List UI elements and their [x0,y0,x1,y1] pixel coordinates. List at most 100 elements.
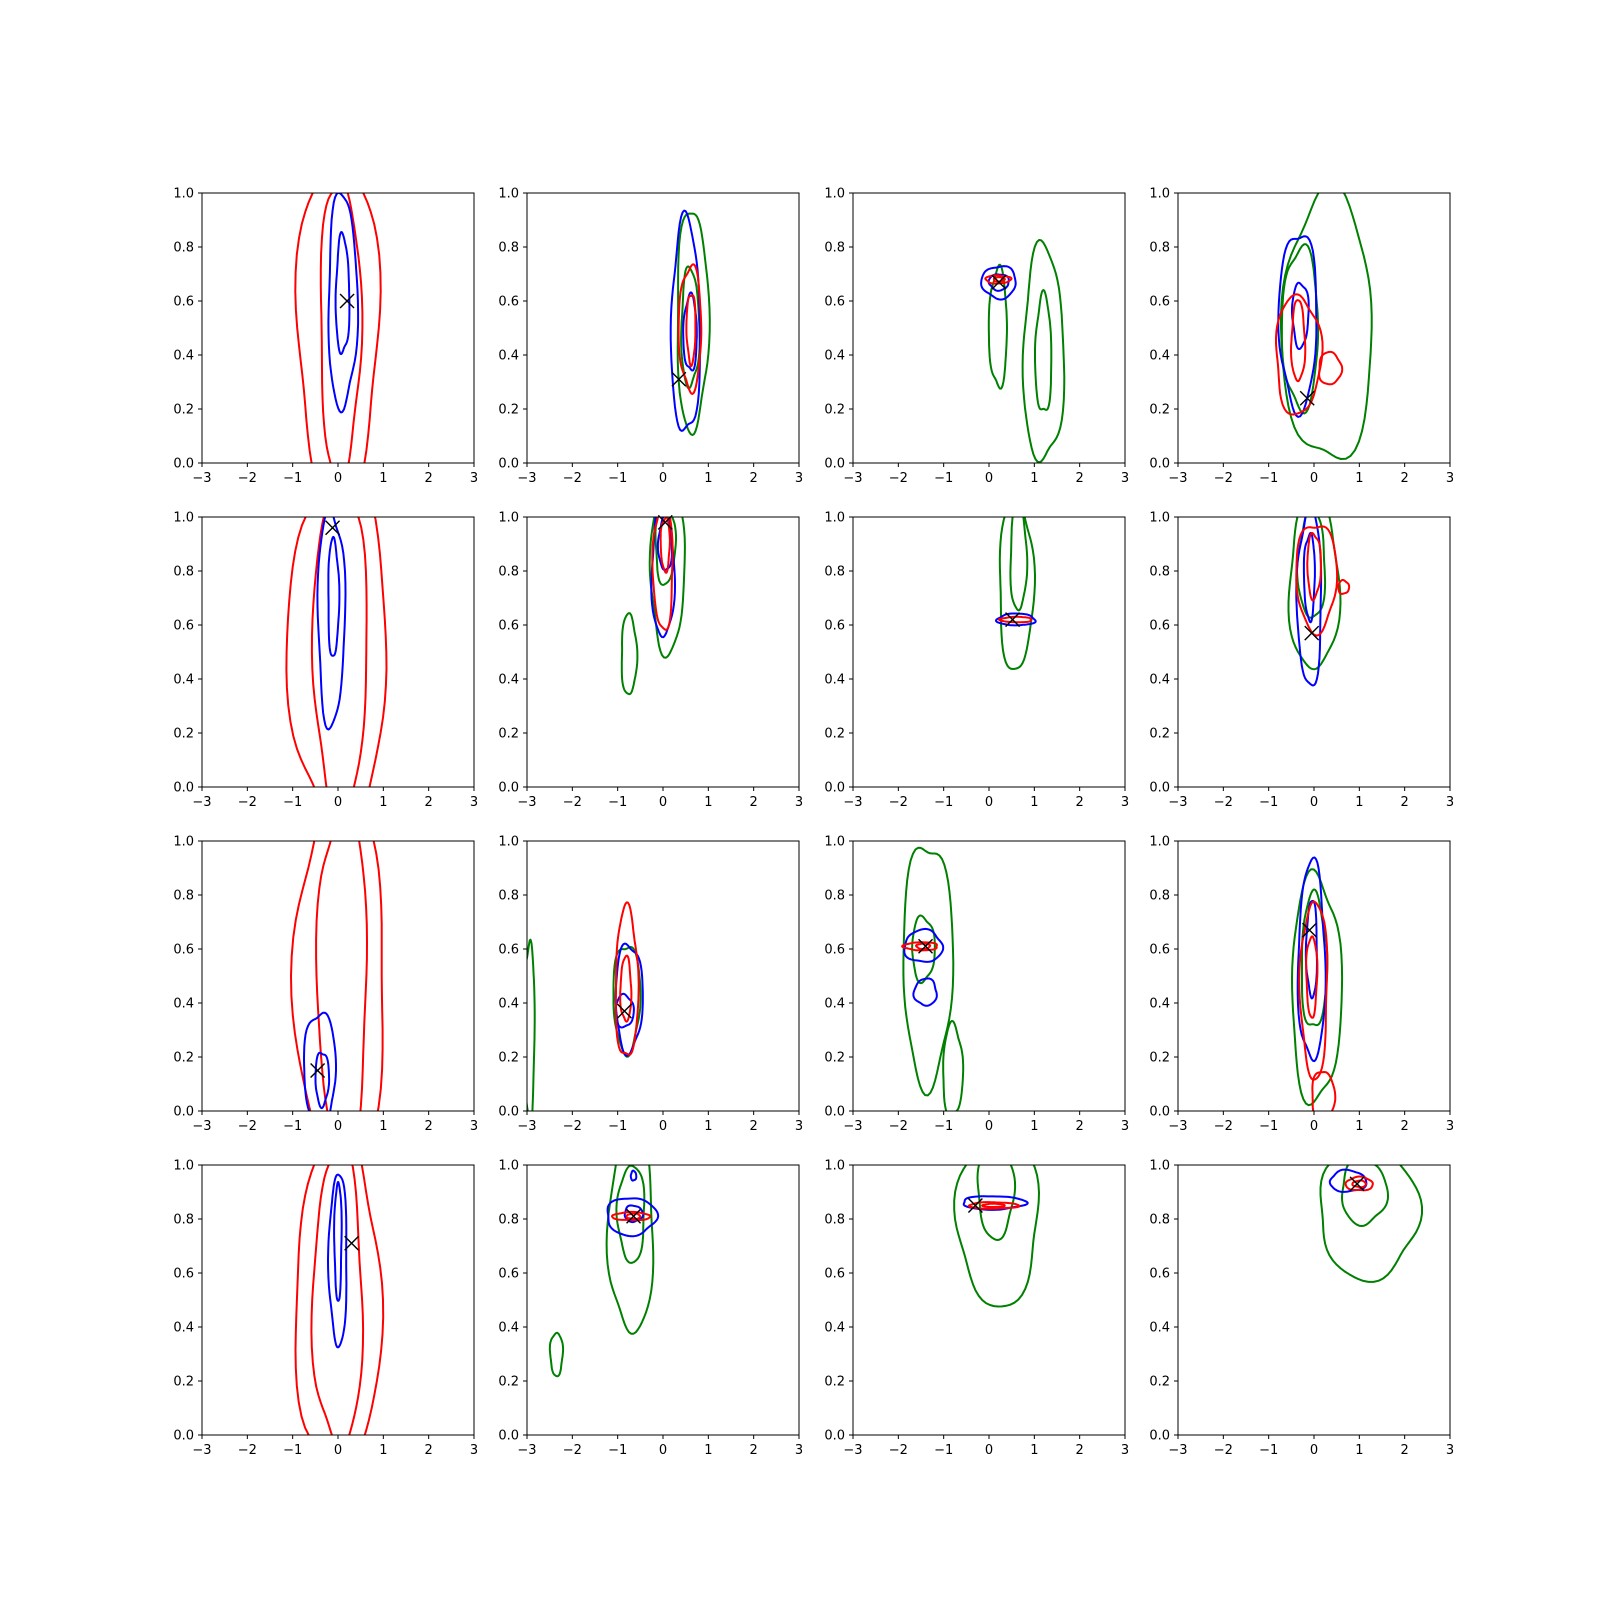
x-tick-label: −3 [192,1119,211,1134]
x-marker-icon [1299,390,1315,406]
x-marker-icon [1005,612,1021,628]
y-tick-label: 0.2 [173,403,194,418]
x-tick-label: −3 [517,1443,536,1458]
x-tick-label: 2 [1076,1119,1084,1134]
contour-line-red [1306,531,1322,602]
subplot-r3-c1: −3 −2 −1 0 1 2 3 0.0 0.2 0.4 0.6 0.8 1.0 [498,1159,803,1459]
contour-line-blue [327,193,360,414]
y-tick-label: 1.0 [498,1159,519,1174]
y-tick-label: 1.0 [824,511,845,526]
x-tick-label: −1 [934,471,953,486]
y-tick-label: 0.8 [1149,241,1170,256]
x-tick-label: −2 [563,471,582,486]
contour-line-blue [327,1173,348,1349]
contour-line-red [915,942,932,950]
contour-line-green [680,265,701,390]
x-tick-label: 3 [470,471,478,486]
contour-line-red [677,263,703,395]
x-tick-label: 1 [1030,471,1038,486]
y-tick-label: 0.2 [1149,1051,1170,1066]
x-marker-icon [339,293,355,309]
y-tick-label: 0.2 [824,403,845,418]
contour-line-blue [606,1197,660,1238]
contour-line-blue [334,231,351,356]
x-tick-label: 1 [379,1119,387,1134]
axes-frame [526,516,800,788]
y-tick-label: 0.4 [498,349,519,364]
contour-line-blue [912,977,938,1007]
contour-line-green [605,1165,655,1335]
y-tick-label: 0.8 [173,889,194,904]
y-tick-label: 0.4 [824,997,845,1012]
x-tick-label: 1 [704,1443,712,1458]
axes-frame [526,192,800,464]
x-tick-label: −3 [192,471,211,486]
contour-group [294,1165,385,1435]
subplot-r1-c1: −3 −2 −1 0 1 2 3 0.0 0.2 0.4 0.6 0.8 1.0 [498,511,803,811]
axes-frame [1177,1164,1451,1436]
x-marker-icon [1301,922,1317,938]
y-tick-label: 0.2 [498,727,519,742]
y-tick-label: 0.2 [173,727,194,742]
contour-line-red [285,517,388,787]
x-tick-label: 1 [1030,1119,1038,1134]
y-tick-label: 0.2 [173,1375,194,1390]
contour-group [669,209,711,436]
contour-group [1291,856,1344,1111]
x-tick-label: 1 [704,795,712,810]
y-tick-label: 0.4 [173,1321,194,1336]
x-tick-label: 0 [659,471,667,486]
y-tick-label: 0.0 [1149,1429,1170,1444]
contour-line-red [315,841,368,1111]
x-tick-label: −3 [1168,1119,1187,1134]
x-tick-label: 2 [425,471,433,486]
y-tick-label: 0.4 [1149,673,1170,688]
y-tick-label: 0.6 [498,943,519,958]
contour-line-red [981,1202,1006,1208]
contour-line-red [310,517,368,787]
y-tick-label: 1.0 [498,187,519,202]
y-tick-label: 0.4 [173,997,194,1012]
x-tick-label: 1 [1355,795,1363,810]
contour-line-blue [1296,856,1327,1063]
contour-group [1287,517,1351,687]
y-tick-label: 0.0 [498,781,519,796]
x-tick-label: −1 [283,795,302,810]
y-tick-label: 0.0 [498,1105,519,1120]
subplot-r2-c3: −3 −2 −1 0 1 2 3 0.0 0.2 0.4 0.6 0.8 1.0 [1149,835,1454,1135]
contour-line-green [942,1020,965,1111]
y-tick-label: 0.8 [498,241,519,256]
x-tick-label: −3 [1168,471,1187,486]
y-tick-label: 1.0 [1149,1159,1170,1174]
x-tick-label: 1 [704,1119,712,1134]
x-tick-label: −3 [843,795,862,810]
subplot-r3-c3: −3 −2 −1 0 1 2 3 0.0 0.2 0.4 0.6 0.8 1.0 [1149,1159,1454,1459]
y-tick-label: 1.0 [1149,187,1170,202]
contour-line-red [625,1212,642,1221]
y-tick-label: 1.0 [1149,835,1170,850]
x-tick-label: −2 [563,1443,582,1458]
contour-line-green [1291,868,1344,1107]
x-tick-label: −1 [283,1119,302,1134]
contour-line-red [967,1201,1021,1210]
contour-line-blue [314,1051,331,1110]
contour-line-green [1280,193,1373,460]
subplot-r1-c3: −3 −2 −1 0 1 2 3 0.0 0.2 0.4 0.6 0.8 1.0 [1149,511,1454,811]
y-tick-label: 0.6 [1149,1267,1170,1282]
y-tick-label: 0.6 [824,619,845,634]
x-tick-label: 2 [425,1443,433,1458]
x-tick-label: 2 [1401,1119,1409,1134]
x-tick-label: 2 [1076,1443,1084,1458]
contour-line-green [998,517,1036,670]
y-tick-label: 0.6 [173,295,194,310]
contour-line-green [620,612,639,696]
x-tick-label: 3 [795,795,803,810]
contour-line-red [685,294,697,368]
y-tick-label: 0.8 [824,241,845,256]
x-tick-label: 2 [1401,795,1409,810]
y-tick-label: 0.6 [824,295,845,310]
contour-line-red [290,841,384,1111]
y-tick-label: 0.8 [1149,1213,1170,1228]
x-marker-icon [1349,1176,1365,1192]
x-tick-label: 2 [750,1443,758,1458]
